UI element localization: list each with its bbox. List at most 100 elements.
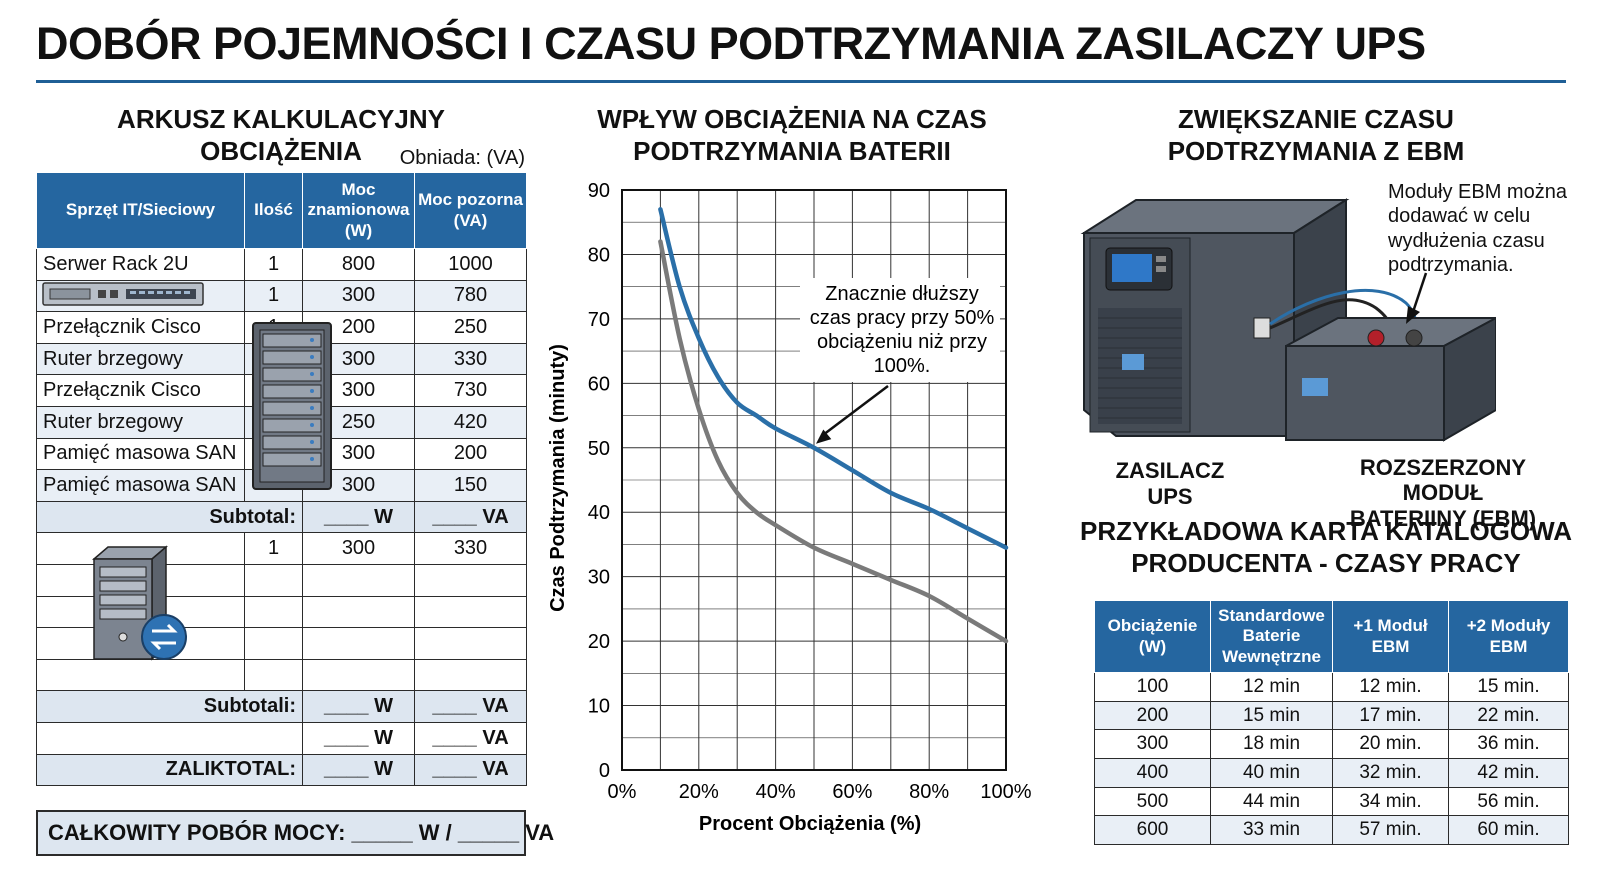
va-cell: 330 (414, 342, 527, 376)
table-row (36, 658, 527, 692)
ups-ebm-illustration (1080, 198, 1496, 442)
table-row: 300 18 min 20 min. 36 min. (1094, 729, 1569, 760)
qty-cell: 1 (244, 279, 303, 313)
ebm-title-line2: PODTRZYMANIA Z EBM (1167, 136, 1465, 166)
device-cell: Pamięć masowa SAN (36, 437, 245, 471)
grand-total-label: ZALIKTOTAL: (36, 753, 303, 787)
ebm-unit-icon (1285, 316, 1496, 442)
runtime-cell: 15 min. (1448, 672, 1569, 702)
ebm-label-line1: ROZSZERZONY MODUŁ (1359, 455, 1527, 506)
runtime-cell: 18 min (1210, 729, 1333, 760)
runtime-cell: 40 min (1210, 758, 1333, 788)
va-cell: 200 (414, 437, 527, 471)
runtime-cell: 36 min. (1448, 729, 1569, 760)
subtotal-row: ____ W ____ VA (36, 721, 527, 755)
chart-ylabel: Czas Podtrzymania (minuty) (547, 344, 569, 612)
y-tick-label: 90 (588, 180, 610, 202)
load-cell: 300 (1094, 729, 1211, 760)
table-row: 600 33 min 57 min. 60 min. (1094, 815, 1569, 846)
table-row: 200 15 min 17 min. 22 min. (1094, 700, 1569, 731)
runtime-chart: 0% 20% 40% 60% 80% 100% 0 10 20 30 40 50 60 70 80 90 Zn… (547, 180, 1032, 835)
load-sheet-title: ARKUSZ KALKULACYJNY OBCIĄŻENIA (117, 104, 445, 166)
grand-total-va: ____ VA (414, 753, 527, 787)
catalog-header-row: Obciążenie (W) Standardowe Baterie Wewnę… (1094, 600, 1569, 673)
series-line-2 (658, 239, 1009, 644)
load-cell: 400 (1094, 758, 1211, 788)
va-cell: 150 (414, 469, 527, 502)
annotation-text: obciążeniu niż przy (817, 331, 987, 353)
table-row: Serwer Rack 2U 1 800 1000 (36, 248, 527, 281)
header-load: Obciążenie (W) (1094, 600, 1211, 673)
va-cell: 730 (414, 374, 527, 407)
y-tick-label: 80 (588, 244, 610, 266)
y-tick-label: 0 (599, 760, 610, 782)
catalog-title-line1: PRZYKŁADOWA KARTA KATALOGOWA (1079, 516, 1573, 546)
x-tick-label: 80% (909, 781, 949, 803)
header-device: Sprzęt IT/Sieciowy (36, 172, 245, 249)
runtime-cell: 33 min (1210, 815, 1333, 846)
va-cell: 780 (414, 279, 527, 313)
device-cell: Serwer Rack 2U (36, 248, 245, 281)
header-va: Moc pozorna (VA) (414, 172, 527, 249)
load-header-row: Sprzęt IT/Sieciowy Ilość Moc znamionowa … (36, 172, 527, 249)
runtime-cell: 44 min (1210, 786, 1333, 817)
subtotal-row: Subtotali: ____ W ____ VA (36, 690, 527, 723)
runtime-cell: 42 min. (1448, 758, 1569, 788)
catalog-table: Obciążenie (W) Standardowe Baterie Wewnę… (1094, 600, 1569, 846)
x-tick-label: 60% (832, 781, 872, 803)
subtotal-va: ____ VA (414, 721, 527, 755)
table-row: 400 40 min 32 min. 42 min. (1094, 758, 1569, 788)
header-ebm2: +2 Moduły EBM (1448, 600, 1569, 673)
x-tick-label: 40% (756, 781, 796, 803)
device-cell: Ruter brzegowy (36, 342, 245, 376)
annotation-text: czas pracy przy 50% (810, 307, 995, 329)
load-cell: 500 (1094, 786, 1211, 817)
rack-switch-icon (42, 282, 204, 306)
x-tick-label: 0% (608, 781, 637, 803)
annotation-arrow (821, 385, 889, 437)
watts-cell: 300 (302, 279, 415, 313)
load-cell: 200 (1094, 700, 1211, 731)
load-cell: 100 (1094, 672, 1211, 702)
subtotal-label: Subtotali: (36, 690, 303, 723)
table-row: Przełącznik Cisco 1 200 250 (36, 311, 527, 344)
runtime-cell: 12 min (1210, 672, 1333, 702)
annotation-arrowhead (816, 429, 832, 444)
y-tick-label: 50 (588, 438, 610, 460)
ebm-label: ROZSZERZONY MODUŁ BATERIINY (EBM) (1318, 455, 1568, 531)
device-cell: Ruter brzegowy (36, 405, 245, 439)
x-tick-label: 20% (679, 781, 719, 803)
ebm-title-line1: ZWIĘKSZANIE CZASU (1178, 104, 1454, 134)
page-title: DOBÓR POJEMNOŚCI I CZASU PODTRZYMANIA ZA… (36, 18, 1426, 69)
catalog-title-line2: PRODUCENTA - CZASY PRACY (1131, 548, 1521, 578)
subtotal-label: Subtotal: (36, 500, 303, 534)
subtotal-row: Subtotal: ____ W ____ VA (36, 500, 527, 534)
ups-label: ZASILACZ UPS (1115, 458, 1225, 509)
chart-title-line2: PODTRZYMANIA BATERII (633, 136, 951, 166)
table-row (36, 595, 527, 629)
device-cell: Przełącznik Cisco (36, 374, 245, 407)
table-row: 1 300 330 (36, 532, 527, 565)
y-tick-label: 40 (588, 502, 610, 524)
va-cell: 420 (414, 405, 527, 439)
device-cell: Pamięć masowa SAN (36, 469, 245, 502)
load-cell: 600 (1094, 815, 1211, 846)
runtime-cell: 22 min. (1448, 700, 1569, 731)
table-row: 100 12 min 12 min. 15 min. (1094, 672, 1569, 702)
chart-xlabel: Procent Obciążenia (%) (699, 813, 921, 835)
server-rack-icon (252, 322, 332, 490)
watts-cell: 300 (302, 532, 415, 565)
total-power-line: CAŁKOWITY POBÓR MOCY: _____ W / _____ VA (36, 810, 554, 856)
ebm-note: Moduły EBM można dodawać w celu wydłużen… (1388, 181, 1567, 277)
series-line-1 (658, 207, 1009, 550)
runtime-cell: 32 min. (1332, 758, 1449, 788)
subtotal-va: ____ VA (414, 500, 527, 534)
runtime-cell: 12 min. (1332, 672, 1449, 702)
runtime-cell: 34 min. (1332, 786, 1449, 817)
header-watts: Moc znamionowa (W) (302, 172, 415, 249)
header-standard: Standardowe Baterie Wewnętrzne (1210, 600, 1333, 673)
subtotal-watts: ____ W (302, 721, 415, 755)
runtime-cell: 17 min. (1332, 700, 1449, 731)
tower-server-icon (91, 545, 187, 661)
subtotal-watts: ____ W (302, 500, 415, 534)
